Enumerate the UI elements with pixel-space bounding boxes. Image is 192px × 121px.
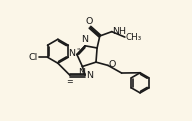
Text: N: N [68,49,75,58]
Text: '': '' [77,47,81,53]
Text: N: N [78,68,85,77]
Text: Cl: Cl [28,53,38,62]
Text: N: N [86,71,93,80]
Text: O: O [108,60,116,69]
Text: CH₃: CH₃ [125,33,142,42]
Text: N: N [82,35,89,44]
Text: NH: NH [112,27,126,36]
Text: O: O [86,17,93,26]
Text: =: = [66,77,73,86]
